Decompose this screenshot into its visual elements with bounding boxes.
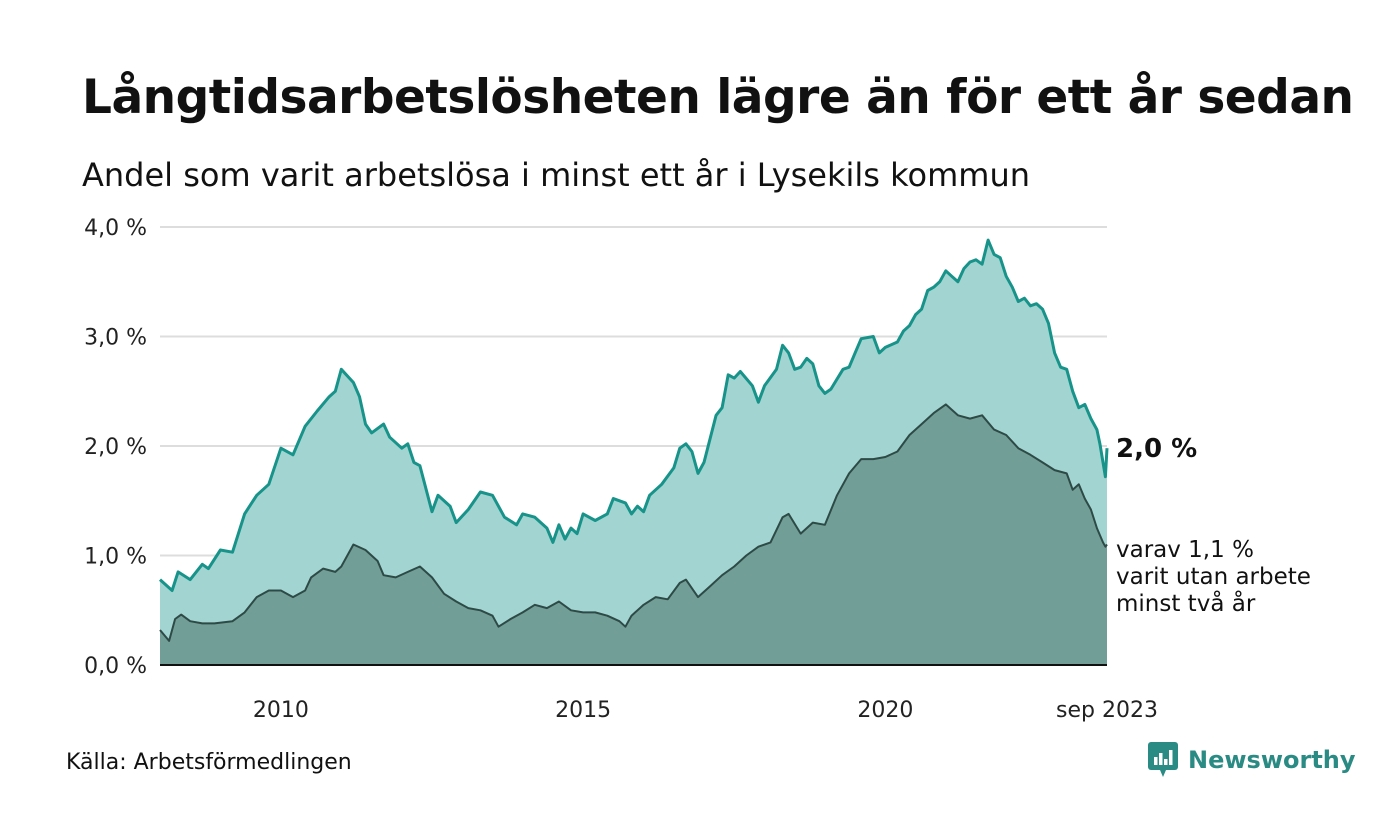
y-tick-label: 3,0 % xyxy=(84,326,147,351)
sub-series-label: varav 1,1 % varit utan arbete minst två … xyxy=(1116,537,1318,617)
brand-name: Newsworthy xyxy=(1188,746,1356,774)
y-tick-label: 4,0 % xyxy=(84,216,147,241)
x-tick-label: 2015 xyxy=(555,698,611,723)
area-chart: 0,0 % 1,0 % 2,0 % 3,0 % 4,0 % 2010 2015 2020 se… xyxy=(84,216,1318,723)
end-value-label: 2,0 % xyxy=(1116,434,1197,464)
y-tick-label: 1,0 % xyxy=(84,545,147,570)
x-tick-label: sep 2023 xyxy=(1056,698,1158,723)
sub-series-label-line-3: minst två år xyxy=(1116,589,1256,617)
y-axis-ticks: 0,0 % 1,0 % 2,0 % 3,0 % 4,0 % xyxy=(84,216,147,679)
source-note: Källa: Arbetsförmedlingen xyxy=(66,750,352,775)
chart-subtitle: Andel som varit arbetslösa i minst ett å… xyxy=(82,156,1031,194)
sub-series-label-line-1: varav 1,1 % xyxy=(1116,537,1254,563)
y-tick-label: 2,0 % xyxy=(84,435,147,460)
chart-title: Långtidsarbetslösheten lägre än för ett … xyxy=(82,70,1354,125)
x-axis-ticks: 2010 2015 2020 sep 2023 xyxy=(253,698,1158,723)
line-long-term-unemployed xyxy=(158,238,1109,592)
line-two-years-unemployed xyxy=(159,403,1108,642)
sub-series-label-line-2: varit utan arbete xyxy=(1116,564,1311,590)
y-tick-label: 0,0 % xyxy=(84,654,147,679)
newsworthy-logo: Newsworthy xyxy=(1148,742,1356,778)
area-two-years-unemployed xyxy=(160,404,1107,665)
newsworthy-logo-icon xyxy=(1148,742,1178,777)
x-tick-label: 2020 xyxy=(857,698,913,723)
x-tick-label: 2010 xyxy=(253,698,309,723)
